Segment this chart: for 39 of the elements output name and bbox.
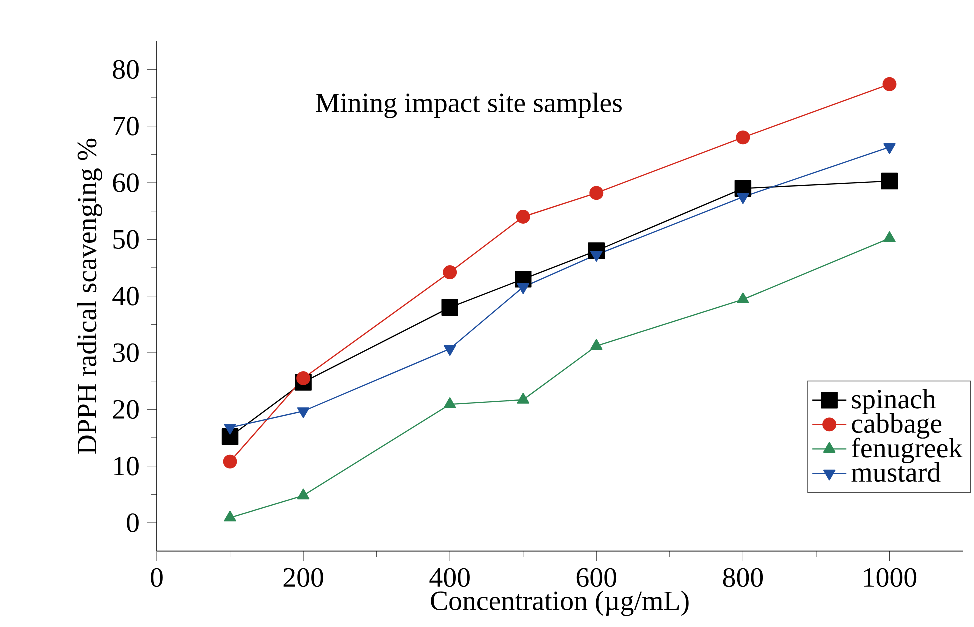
point: [590, 186, 604, 200]
y-tick-label: 40: [112, 286, 139, 306]
y-axis-title: DPPH radical scavenging %: [77, 138, 102, 454]
point: [884, 144, 896, 154]
legend-label: mustard: [852, 462, 941, 482]
y-tick-label: 60: [113, 174, 139, 192]
legend-label: cabbage: [852, 414, 942, 439]
legend-label: fenugreek: [852, 438, 963, 464]
point: [590, 339, 603, 350]
point: [443, 266, 458, 280]
point: [297, 488, 310, 500]
y-tick-label: 0: [127, 514, 139, 532]
point: [881, 172, 898, 190]
point: [736, 130, 750, 145]
point: [737, 292, 750, 304]
point: [444, 398, 456, 408]
point: [224, 510, 236, 522]
x-tick-label: 800: [723, 568, 764, 588]
y-tick-label: 30: [113, 344, 139, 362]
point: [296, 372, 311, 386]
x-tick-label: 0: [151, 568, 163, 588]
text: Mining impact site samples: [316, 92, 622, 118]
y-tick-label: 80: [113, 60, 139, 80]
point: [516, 210, 530, 224]
point: [737, 193, 750, 204]
point: [442, 299, 458, 316]
y-tick-label: 70: [114, 116, 139, 136]
y-tick-label: 20: [113, 400, 139, 420]
x-tick-label: 200: [284, 568, 324, 588]
legend-label: spinach: [852, 389, 936, 414]
x-tick-label: 600: [576, 568, 616, 588]
y-tick-label: 10: [114, 456, 139, 476]
point: [517, 393, 530, 404]
x-axis-title: Concentration (µg/mL): [431, 590, 689, 616]
y-tick-label: 50: [114, 230, 139, 250]
point: [882, 77, 897, 92]
x-tick-label: 400: [430, 568, 470, 588]
x-tick-label: 1000: [864, 568, 917, 588]
point: [223, 454, 238, 469]
